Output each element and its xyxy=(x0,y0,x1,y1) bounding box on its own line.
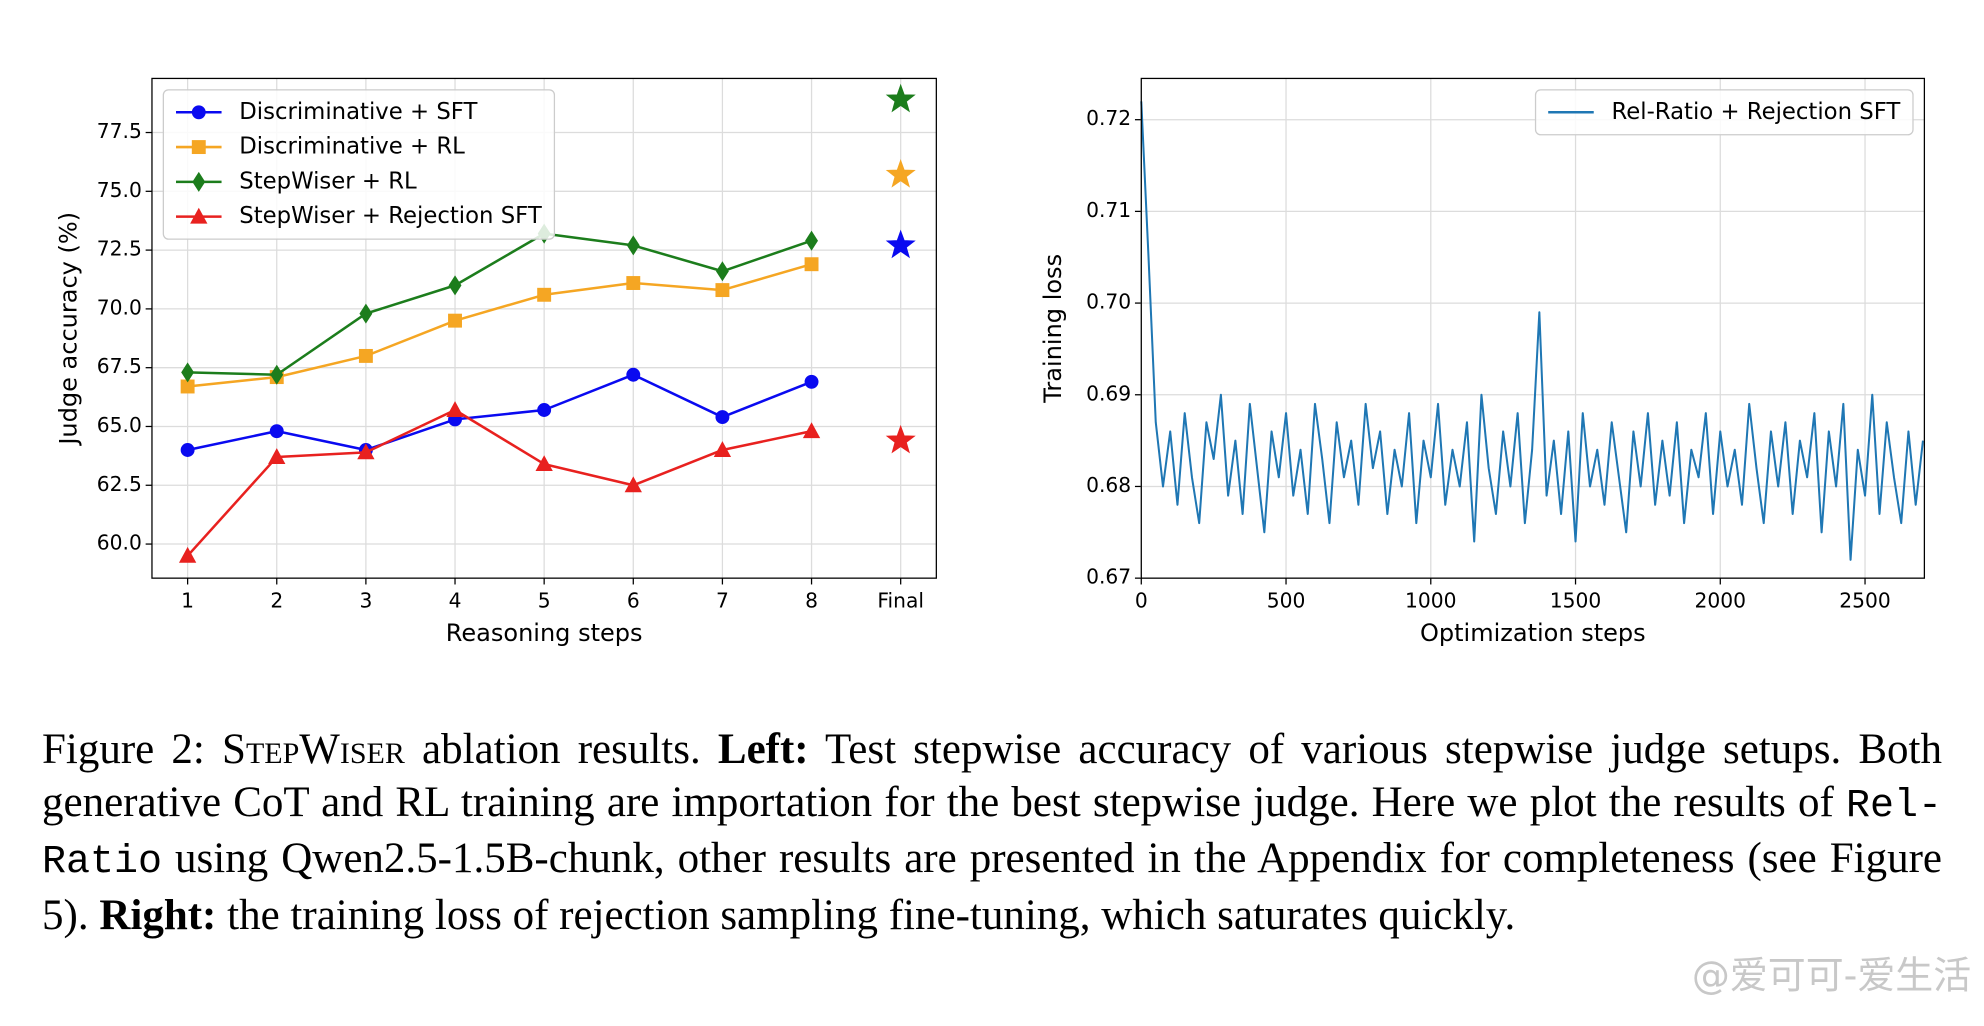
marker xyxy=(192,171,206,192)
x-tick-label: 4 xyxy=(449,589,462,613)
y-tick-label: 65.0 xyxy=(97,413,142,437)
marker xyxy=(802,422,821,439)
y-axis-label: Judge accuracy (%) xyxy=(55,212,83,447)
caption-text: Right: xyxy=(99,891,217,939)
marker xyxy=(181,362,195,383)
y-tick-label: 0.69 xyxy=(1086,381,1131,405)
legend: Discriminative + SFT Discriminative + RL S… xyxy=(162,89,556,240)
series-line xyxy=(1140,101,1924,561)
x-tick-label: 5 xyxy=(538,589,551,613)
marker xyxy=(885,159,916,188)
caption-text: the training loss of rejection sampling … xyxy=(216,891,1516,939)
marker xyxy=(804,257,819,272)
marker xyxy=(885,229,916,259)
marker xyxy=(269,424,284,439)
x-tick-label: 2 xyxy=(270,589,283,613)
marker xyxy=(535,455,553,472)
marker xyxy=(359,303,373,324)
legend-label: Rel-Ratio + Rejection SFT xyxy=(1611,99,1900,125)
y-tick-label: 0.71 xyxy=(1086,198,1131,222)
x-tick-label: 1000 xyxy=(1405,589,1457,613)
chart: 60.0 62.5 65.0 67.5 70.0 72.5 75.0 77.5 1 2 3 4 5 6 7 8… xyxy=(55,77,937,647)
x-tick-label: 7 xyxy=(716,589,729,613)
series-line xyxy=(186,408,812,557)
marker xyxy=(805,230,818,251)
x-axis-label: Reasoning steps xyxy=(446,619,643,647)
chart: 0.67 0.68 0.69 0.70 0.71 0.72 0 500 1000 1500 2000… xyxy=(1039,77,1926,647)
y-tick-label: 0.67 xyxy=(1086,565,1131,589)
marker xyxy=(885,424,916,454)
marker xyxy=(624,476,642,493)
marker xyxy=(178,546,197,563)
caption-text: ablation results. xyxy=(404,726,718,773)
marker xyxy=(626,235,640,256)
caption-text: Test stepwise accuracy of various stepwi… xyxy=(42,726,1942,826)
y-tick-label: 60.0 xyxy=(97,531,142,555)
plot-frame xyxy=(151,77,937,579)
marker xyxy=(448,313,462,328)
caption-text: using Qwen2.5-1.5B-chunk, other results … xyxy=(42,835,1942,939)
legend-label: StepWiser + Rejection SFT xyxy=(239,203,542,229)
caption: Figure 2: StepWiser ablation results. Le… xyxy=(42,724,1942,942)
marker xyxy=(537,287,552,302)
marker xyxy=(357,443,375,460)
y-tick-label: 0.72 xyxy=(1086,106,1131,130)
y-tick-label: 70.0 xyxy=(97,295,142,319)
marker xyxy=(448,275,462,296)
x-tick-label: 1500 xyxy=(1550,589,1602,613)
x-tick-label: 0 xyxy=(1135,589,1148,613)
legend: Rel-Ratio + Rejection SFT xyxy=(1534,89,1914,136)
x-tick-label: Final xyxy=(877,589,924,613)
marker xyxy=(715,283,730,298)
marker xyxy=(191,105,206,120)
series-line xyxy=(187,263,812,388)
caption-text: Rel-Ratio xyxy=(42,783,1942,886)
x-axis-label: Optimization steps xyxy=(1420,619,1646,647)
marker xyxy=(804,374,819,389)
y-tick-label: 62.5 xyxy=(97,472,142,496)
marker xyxy=(885,83,916,113)
marker xyxy=(715,410,730,425)
marker xyxy=(626,276,641,290)
legend-label: Discriminative + RL xyxy=(239,134,465,160)
marker xyxy=(713,441,732,457)
plot-frame xyxy=(1140,77,1926,579)
x-tick-label: 500 xyxy=(1267,589,1306,613)
caption-text: Figure 2: xyxy=(42,726,223,773)
marker xyxy=(537,403,552,417)
marker xyxy=(626,367,641,382)
x-tick-label: 8 xyxy=(805,589,818,613)
marker xyxy=(446,401,464,417)
marker xyxy=(190,207,208,224)
y-tick-label: 75.0 xyxy=(97,178,142,202)
marker xyxy=(715,261,729,282)
y-tick-label: 0.68 xyxy=(1086,473,1131,497)
caption-text: StepWiser xyxy=(222,726,405,773)
marker xyxy=(191,140,206,155)
marker xyxy=(270,364,284,385)
series-line xyxy=(187,373,813,452)
x-tick-label: 2000 xyxy=(1695,589,1747,613)
legend-label: Discriminative + SFT xyxy=(239,99,477,125)
x-tick-label: 6 xyxy=(627,589,640,613)
legend-frame xyxy=(1534,89,1914,136)
marker xyxy=(358,348,373,363)
y-tick-label: 67.5 xyxy=(97,354,142,378)
series-line xyxy=(187,232,812,377)
legend-label: StepWiser + RL xyxy=(239,168,417,194)
y-tick-label: 77.5 xyxy=(97,119,142,143)
x-tick-label: 2500 xyxy=(1839,589,1891,613)
caption-text: Left: xyxy=(717,726,809,773)
legend-frame xyxy=(162,89,556,240)
y-axis-label: Training loss xyxy=(1039,254,1067,404)
watermark: @爱可可-爱生活 xyxy=(1692,953,1971,997)
marker xyxy=(180,443,195,457)
y-tick-label: 72.5 xyxy=(97,237,142,261)
y-tick-label: 0.70 xyxy=(1086,290,1131,314)
x-tick-label: 1 xyxy=(181,589,194,613)
x-tick-label: 3 xyxy=(359,589,372,613)
marker xyxy=(268,448,286,465)
